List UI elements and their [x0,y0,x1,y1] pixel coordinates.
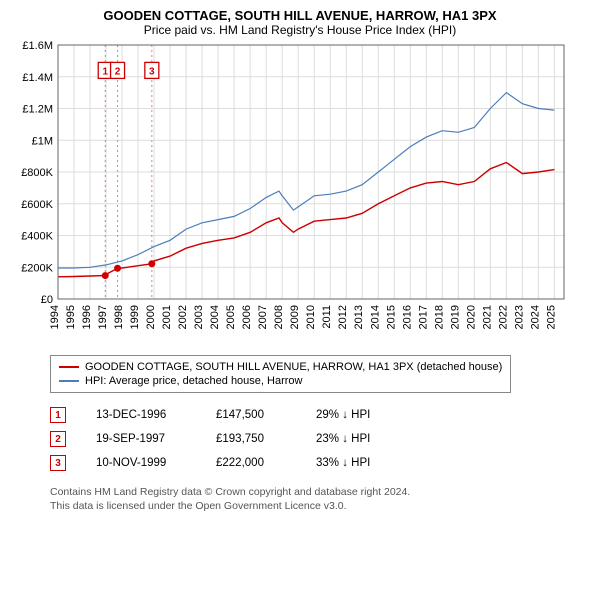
legend-swatch [59,366,79,368]
svg-text:2000: 2000 [145,305,157,329]
svg-text:1: 1 [102,66,108,77]
sale-row: 3 10-NOV-1999 £222,000 33% ↓ HPI [50,451,590,475]
svg-text:2008: 2008 [273,305,285,329]
svg-text:2007: 2007 [257,305,269,329]
sale-price: £193,750 [216,433,286,445]
sale-date: 10-NOV-1999 [96,457,186,469]
svg-text:2014: 2014 [369,305,381,329]
svg-text:2011: 2011 [321,305,333,329]
sale-marker: 1 [50,407,66,423]
svg-text:2024: 2024 [529,305,541,329]
sale-delta: 33% ↓ HPI [316,457,406,469]
legend: GOODEN COTTAGE, SOUTH HILL AVENUE, HARRO… [50,355,511,393]
svg-text:2016: 2016 [401,305,413,329]
svg-text:2021: 2021 [481,305,493,329]
svg-text:2004: 2004 [209,305,221,329]
svg-text:1996: 1996 [81,305,93,329]
svg-text:2013: 2013 [353,305,365,329]
svg-text:£0: £0 [41,294,53,306]
sale-row: 1 13-DEC-1996 £147,500 29% ↓ HPI [50,403,590,427]
svg-text:2017: 2017 [417,305,429,329]
svg-text:£200K: £200K [21,262,53,274]
legend-row: GOODEN COTTAGE, SOUTH HILL AVENUE, HARRO… [59,360,502,374]
svg-text:2: 2 [115,66,121,77]
svg-text:1998: 1998 [113,305,125,329]
svg-text:1999: 1999 [129,305,141,329]
svg-text:2003: 2003 [193,305,205,329]
svg-text:2012: 2012 [337,305,349,329]
sale-date: 19-SEP-1997 [96,433,186,445]
svg-text:2009: 2009 [289,305,301,329]
chart-subtitle: Price paid vs. HM Land Registry's House … [10,23,590,37]
svg-text:£1.2M: £1.2M [22,104,53,116]
svg-text:£600K: £600K [21,199,53,211]
svg-text:2025: 2025 [545,305,557,329]
svg-text:£1M: £1M [32,135,53,147]
sale-delta: 29% ↓ HPI [316,409,406,421]
svg-text:£1.4M: £1.4M [22,72,53,84]
svg-text:£800K: £800K [21,167,53,179]
sale-row: 2 19-SEP-1997 £193,750 23% ↓ HPI [50,427,590,451]
svg-text:2023: 2023 [513,305,525,329]
legend-label: GOODEN COTTAGE, SOUTH HILL AVENUE, HARRO… [85,361,502,373]
svg-text:2022: 2022 [497,305,509,329]
svg-text:2005: 2005 [225,305,237,329]
svg-text:2001: 2001 [161,305,173,329]
svg-text:3: 3 [149,66,155,77]
svg-text:2020: 2020 [465,305,477,329]
sale-delta: 23% ↓ HPI [316,433,406,445]
sale-date: 13-DEC-1996 [96,409,186,421]
sale-marker: 3 [50,455,66,471]
footer-line: Contains HM Land Registry data © Crown c… [50,485,590,499]
svg-text:1994: 1994 [49,305,61,329]
svg-text:2010: 2010 [305,305,317,329]
chart-svg: £0 £200K £400K £600K £800K £1M £1.2M £1.4M £1.6M… [10,37,570,347]
price-chart: £0 £200K £400K £600K £800K £1M £1.2M £1.4M £1.6M… [10,37,590,347]
sale-price: £147,500 [216,409,286,421]
svg-text:£400K: £400K [21,231,53,243]
footer-attribution: Contains HM Land Registry data © Crown c… [50,485,590,513]
chart-title: GOODEN COTTAGE, SOUTH HILL AVENUE, HARRO… [10,8,590,23]
svg-text:2006: 2006 [241,305,253,329]
svg-text:1995: 1995 [65,305,77,329]
legend-row: HPI: Average price, detached house, Harr… [59,374,502,388]
chart-title-block: GOODEN COTTAGE, SOUTH HILL AVENUE, HARRO… [10,8,590,37]
svg-text:1997: 1997 [97,305,109,329]
sales-table: 1 13-DEC-1996 £147,500 29% ↓ HPI 2 19-SEP-199… [50,403,590,475]
svg-text:2015: 2015 [385,305,397,329]
legend-label: HPI: Average price, detached house, Harr… [85,375,302,387]
legend-swatch [59,380,79,382]
footer-line: This data is licensed under the Open Gov… [50,499,590,513]
sale-marker: 2 [50,431,66,447]
svg-text:2018: 2018 [433,305,445,329]
sale-price: £222,000 [216,457,286,469]
svg-text:2019: 2019 [449,305,461,329]
svg-text:£1.6M: £1.6M [22,40,53,52]
svg-text:2002: 2002 [177,305,189,329]
